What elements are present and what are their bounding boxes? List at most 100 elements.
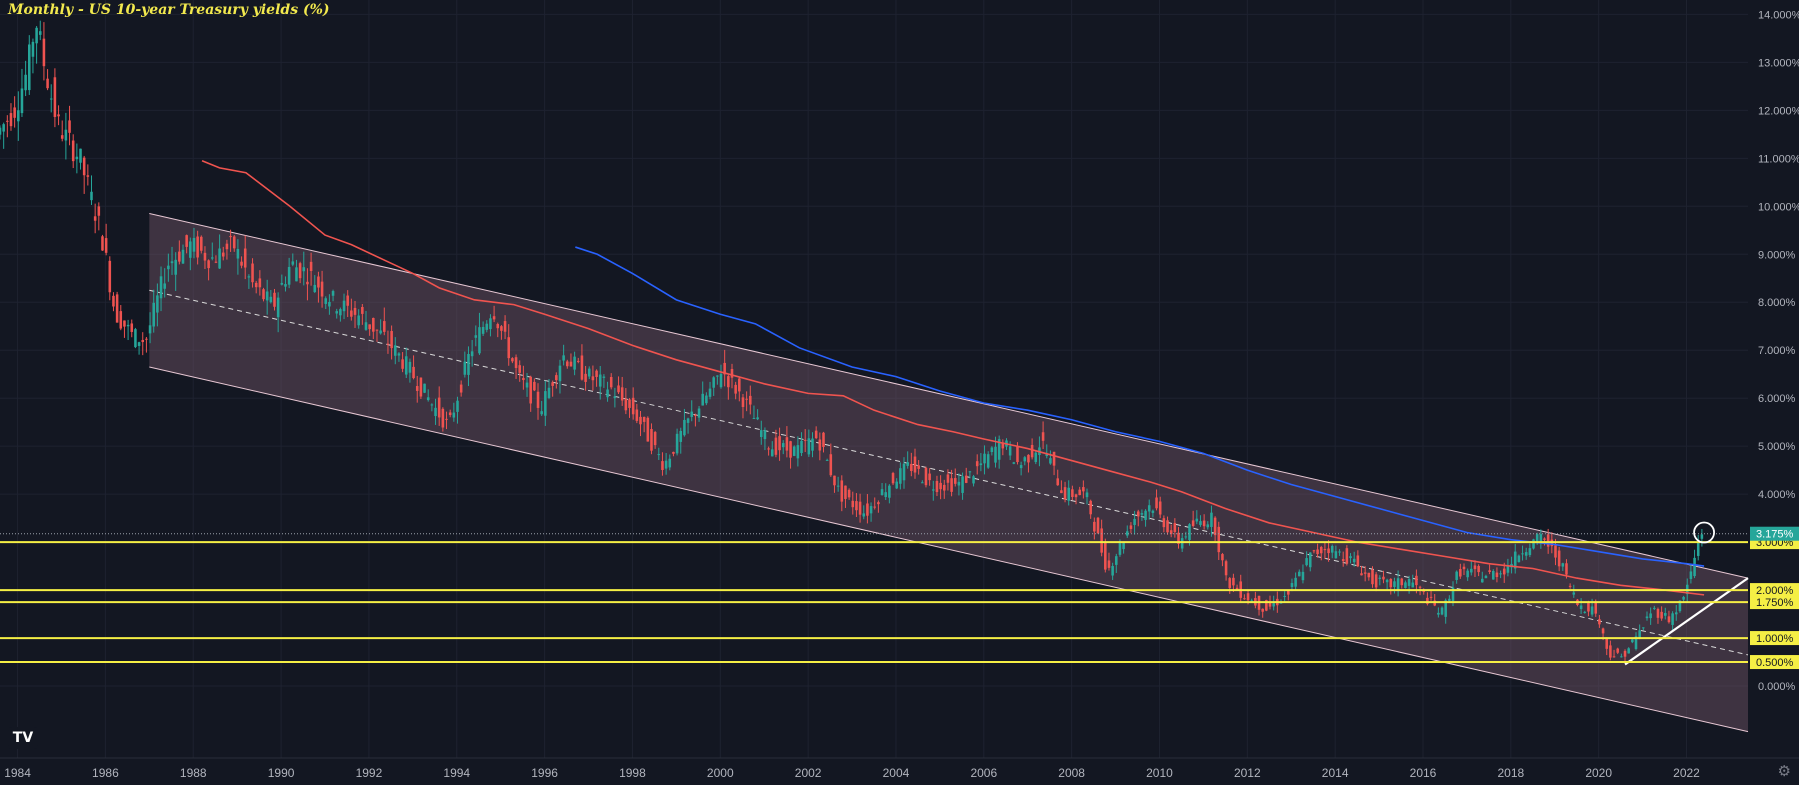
candle-body	[60, 135, 64, 139]
candle-body	[1100, 528, 1103, 553]
candle-body	[368, 324, 371, 330]
candle-body	[686, 418, 690, 423]
x-tick-label: 1996	[531, 766, 558, 780]
candle-body	[379, 330, 382, 334]
candle-body	[269, 296, 273, 303]
candle-body	[668, 458, 672, 468]
candle-body	[642, 416, 646, 422]
candle-body	[1140, 513, 1144, 515]
candle-body	[1082, 487, 1085, 492]
candle-body	[130, 323, 134, 332]
candle-body	[935, 480, 939, 493]
y-tick-label: 7.000%	[1758, 345, 1796, 357]
candle-body	[628, 399, 631, 408]
candle-body	[719, 373, 723, 388]
candle-body	[690, 411, 694, 417]
x-tick-label: 1984	[4, 766, 31, 780]
candle-body	[1308, 552, 1312, 568]
candle-body	[738, 378, 741, 392]
candle-body	[335, 311, 338, 314]
candle-body	[1623, 650, 1627, 657]
candle-body	[1202, 520, 1206, 527]
candle-body	[137, 342, 141, 346]
candle-body	[20, 88, 24, 114]
candle-body	[734, 384, 737, 394]
candle-body	[320, 281, 324, 297]
candle-body	[426, 397, 430, 401]
candle-body	[1056, 478, 1060, 486]
candle-body	[1265, 600, 1268, 611]
current-price-tag	[1750, 526, 1799, 541]
candle-body	[1177, 532, 1180, 544]
candle-body	[364, 322, 368, 330]
candle-body	[1693, 557, 1696, 577]
candle-body	[291, 261, 295, 265]
candle-body	[1089, 500, 1092, 515]
candle-body	[694, 414, 697, 416]
candle-body	[57, 114, 60, 117]
candle-body	[1664, 613, 1667, 616]
candle-body	[478, 327, 481, 354]
candle-body	[383, 321, 386, 332]
candle-body	[705, 395, 708, 404]
level-label-tag	[1750, 595, 1799, 610]
candle-body	[1012, 462, 1016, 464]
candle-body	[1532, 539, 1535, 549]
candle-body	[53, 77, 57, 117]
candle-body	[683, 419, 686, 436]
candle-body	[994, 446, 997, 463]
candle-body	[1627, 648, 1630, 654]
candle-body	[536, 391, 540, 408]
candle-body	[1590, 606, 1594, 615]
candle-body	[93, 216, 97, 221]
candle-body	[170, 261, 174, 264]
candle-body	[1653, 607, 1656, 609]
candle-body	[243, 248, 247, 268]
y-tick-label: 5.000%	[1758, 441, 1796, 453]
candle-body	[276, 297, 280, 318]
candle-body	[232, 236, 236, 249]
candle-body	[467, 354, 470, 375]
candle-body	[851, 500, 855, 508]
candle-body	[891, 473, 895, 484]
candle-body	[763, 430, 767, 440]
x-tick-label: 2012	[1234, 766, 1261, 780]
candle-body	[210, 257, 214, 259]
candle-body	[1649, 613, 1652, 619]
candle-body	[101, 236, 104, 251]
candle-body	[752, 418, 756, 420]
candle-body	[595, 370, 598, 377]
candle-body	[551, 382, 554, 386]
candle-body	[445, 418, 448, 420]
candle-body	[624, 398, 628, 411]
candle-body	[108, 260, 112, 293]
candle-body	[727, 376, 730, 388]
candle-body	[236, 249, 240, 259]
candle-body	[1316, 549, 1319, 555]
candle-body	[218, 248, 221, 269]
candle-body	[1283, 595, 1286, 597]
tradingview-logo[interactable]: TV	[8, 727, 38, 749]
candle-body	[822, 432, 825, 447]
candle-body	[404, 356, 408, 375]
candle-body	[917, 465, 920, 469]
candle-body	[723, 362, 726, 375]
gear-icon[interactable]: ⚙	[1777, 762, 1791, 780]
candle-body	[1136, 511, 1140, 517]
candle-body	[533, 381, 536, 391]
candle-body	[203, 252, 207, 261]
candle-body	[185, 235, 188, 247]
candle-body	[331, 291, 335, 296]
candle-body	[1078, 489, 1081, 496]
candle-body	[587, 368, 591, 377]
candle-body	[972, 476, 975, 484]
candle-body	[306, 281, 309, 285]
candle-body	[1210, 512, 1213, 527]
candle-body	[921, 482, 924, 484]
candle-body	[229, 236, 232, 238]
candle-body	[591, 376, 595, 381]
candle-body	[254, 282, 258, 288]
candle-body	[635, 409, 639, 421]
candle-body	[1565, 563, 1568, 575]
